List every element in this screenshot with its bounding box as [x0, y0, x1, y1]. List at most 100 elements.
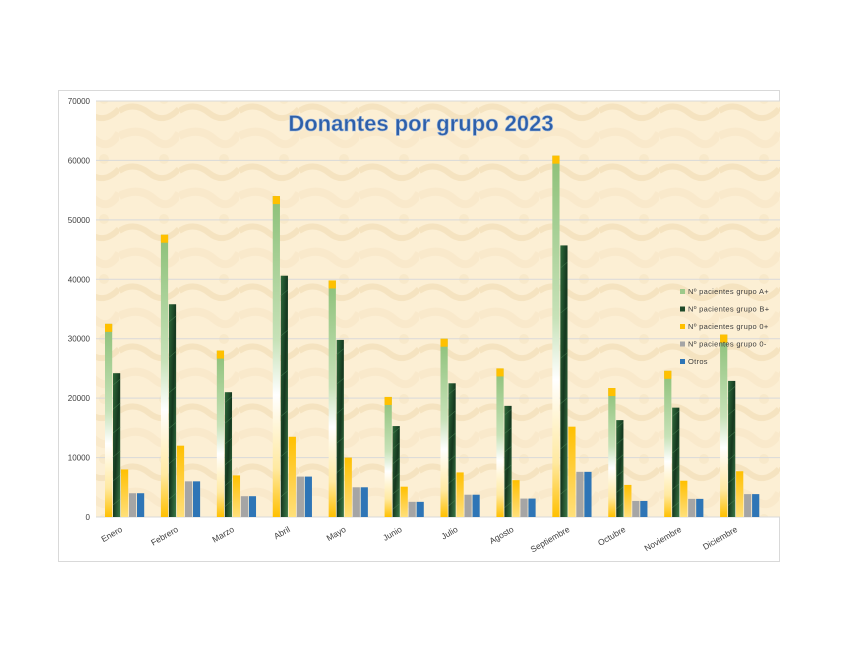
bar-texture	[168, 493, 177, 500]
bar-texture	[392, 457, 400, 465]
bar-texture	[392, 472, 400, 480]
bar-texture	[616, 486, 624, 494]
bar-npacientesgrupo0+-octubre	[624, 484, 632, 517]
bar-npacientesgrupo0+-septiembre	[568, 426, 576, 517]
bar-otros-abril	[304, 476, 312, 517]
bar-otros-enero	[137, 493, 145, 517]
bar-texture	[448, 388, 456, 395]
bar-npacientesgrupo0--septiembre	[576, 471, 584, 517]
x-tick-label: Abril	[272, 524, 292, 541]
bar-texture	[727, 431, 736, 438]
legend-label: Nº pacientes grupo 0+	[688, 322, 769, 331]
bar-texture	[616, 502, 624, 510]
bar-npacientesgrupoa+-septiembre	[552, 155, 560, 517]
bar-texture	[448, 499, 456, 507]
bar-texture	[616, 438, 624, 445]
bar-cap-a	[440, 338, 448, 347]
bar-texture	[112, 498, 121, 506]
chart-frame: 0 10000 20000 30000 40000 50000 60000 70000 Ener…	[58, 90, 780, 562]
bar-npacientesgrupo0+-julio	[456, 472, 464, 517]
y-tick-label: 10000	[68, 454, 91, 463]
bar-npacientesgrupo0--julio	[464, 494, 472, 517]
bar-texture	[560, 397, 568, 405]
bar-texture	[560, 352, 568, 359]
x-tick-label: Marzo	[210, 524, 236, 545]
y-tick-label: 60000	[68, 156, 91, 165]
bar-texture	[392, 488, 400, 495]
bar-npacientesgrupo0+-diciembre	[736, 471, 744, 517]
bar-texture	[336, 436, 345, 444]
bar-npacientesgrupob+-junio	[392, 426, 400, 517]
bar-texture	[560, 261, 568, 269]
bar-cap-a	[105, 323, 113, 332]
bar-texture	[280, 370, 289, 377]
bar-texture	[224, 500, 233, 507]
bar-texture	[224, 458, 233, 466]
x-tick-label: Noviembre	[643, 524, 684, 553]
bar-otros-octubre	[640, 500, 648, 517]
bar-npacientesgrupo0--marzo	[240, 496, 249, 517]
legend-label: Nº pacientes grupo 0-	[688, 340, 767, 349]
bar-npacientesgrupob+-mayo	[336, 339, 344, 517]
bar-texture	[336, 466, 345, 473]
bar-npacientesgrupoa+-enero	[105, 323, 113, 517]
bar-npacientesgrupob+-marzo	[224, 392, 233, 517]
bar-texture	[168, 457, 177, 465]
bar-texture	[727, 386, 736, 393]
bar-npacientesgrupob+-diciembre	[728, 380, 736, 517]
bar-npacientesgrupo0--febrero	[184, 481, 193, 517]
bar-npacientesgrupoa+-julio	[440, 338, 448, 517]
bar-texture	[224, 417, 233, 424]
legend-swatch	[680, 324, 685, 329]
chart-title: Donantes por grupo 2023	[288, 111, 553, 136]
bar-npacientesgrupob+-septiembre	[560, 245, 568, 517]
bar-texture	[168, 386, 177, 394]
x-tick-label: Febrero	[149, 524, 180, 548]
bar-npacientesgrupo0--mayo	[352, 487, 360, 517]
legend-label: Nº pacientes grupo B+	[688, 305, 770, 314]
bar-texture	[671, 501, 680, 509]
bar-texture	[168, 422, 177, 429]
bar-texture	[336, 348, 345, 355]
bar-npacientesgrupo0--octubre	[632, 500, 640, 517]
bar-texture	[392, 427, 400, 434]
bar-cap-a	[664, 370, 672, 379]
legend-label: Nº pacientes grupo A+	[688, 287, 769, 296]
bar-npacientesgrupoa+-abril	[272, 196, 280, 517]
bar-texture	[224, 437, 233, 445]
bar-npacientesgrupoa+-diciembre	[720, 334, 728, 517]
bar-texture	[112, 426, 121, 434]
bar-texture	[671, 410, 680, 417]
y-tick-label: 0	[86, 513, 91, 522]
bar-npacientesgrupo0+-mayo	[344, 457, 352, 517]
bar-texture	[112, 402, 121, 410]
bar-npacientesgrupo0+-marzo	[232, 475, 241, 517]
chart-svg: 0 10000 20000 30000 40000 50000 60000 70000 Ener…	[68, 97, 780, 555]
bar-texture	[560, 442, 568, 450]
bar-texture	[280, 490, 289, 498]
bar-npacientesgrupob+-abril	[280, 275, 288, 517]
bar-texture	[280, 410, 289, 417]
bar-texture	[336, 496, 345, 503]
bar-npacientesgrupob+-agosto	[504, 405, 512, 517]
bar-otros-mayo	[360, 487, 368, 517]
x-tick-label: Septiembre	[529, 524, 572, 555]
bar-texture	[560, 307, 568, 314]
x-tick-label: Agosto	[487, 524, 515, 546]
legend-swatch	[680, 359, 685, 364]
bar-texture	[168, 315, 177, 323]
bar-texture	[504, 501, 512, 508]
bar-texture	[616, 421, 624, 429]
bar-texture	[671, 465, 680, 472]
x-tick-label: Enero	[99, 524, 124, 544]
bar-npacientesgrupob+-julio	[448, 383, 456, 517]
y-tick-label: 40000	[68, 275, 91, 284]
bar-npacientesgrupoa+-octubre	[608, 388, 616, 517]
bar-texture	[392, 442, 400, 450]
bar-texture	[504, 445, 512, 453]
bar-cap-a	[216, 350, 225, 359]
bar-texture	[504, 482, 512, 490]
bar-cap-a	[384, 396, 392, 405]
x-tick-label: Julio	[439, 524, 459, 542]
bar-texture	[560, 488, 568, 495]
